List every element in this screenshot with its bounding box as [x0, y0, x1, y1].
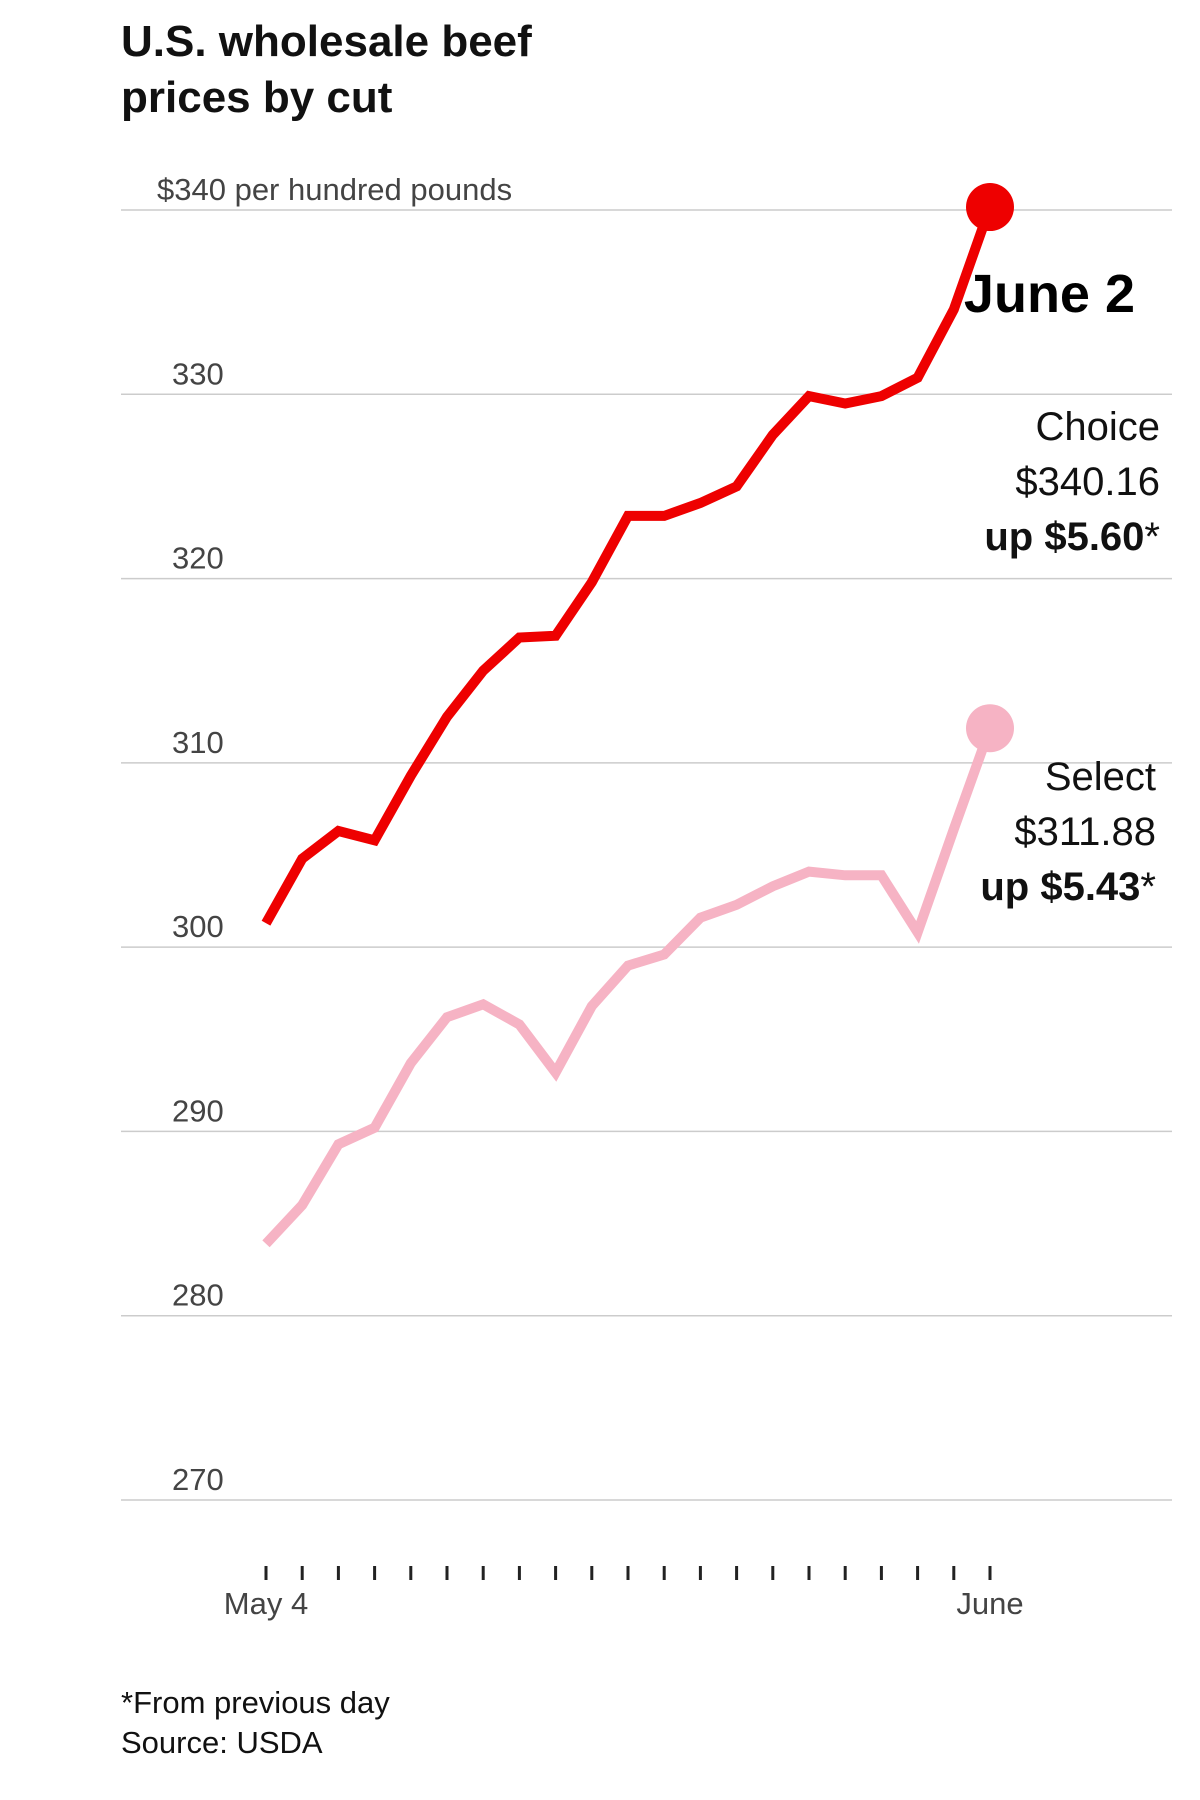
y-tick-label: 280 [172, 1278, 224, 1313]
x-axis: May 4 June [224, 1566, 1024, 1621]
y-tick-label: 270 [172, 1462, 224, 1497]
y-axis-unit-label: $340 per hundred pounds [157, 172, 512, 207]
footnote: *From previous day [121, 1685, 390, 1720]
y-tick-label: 290 [172, 1093, 224, 1128]
x-tick-label: May 4 [224, 1586, 308, 1621]
chart-footer: *From previous day Source: USDA [121, 1683, 390, 1763]
gridlines [121, 209, 1172, 1501]
series-label-price: $340.16 [1015, 460, 1160, 504]
series-label-change: up $5.43* [980, 865, 1156, 909]
series-label-change: up $5.60* [984, 515, 1160, 559]
chart-title-line-1: U.S. wholesale beef [121, 17, 532, 66]
series-line-select [262, 726, 995, 1248]
y-tick-label: 310 [172, 725, 224, 760]
change-value: up $5.43 [980, 865, 1140, 909]
y-tick-label: 330 [172, 356, 224, 391]
series-label-price: $311.88 [1014, 810, 1156, 854]
y-tick-label: 300 [172, 909, 224, 944]
change-value: up $5.60 [984, 515, 1144, 559]
y-tick-label: 320 [172, 541, 224, 576]
chart-title: U.S. wholesale beef prices by cut [121, 14, 721, 126]
series-lines [261, 183, 1014, 1248]
change-asterisk: * [1144, 515, 1160, 559]
series-label-name: Choice [1035, 405, 1160, 449]
source-note: Source: USDA [121, 1725, 323, 1760]
end-point-select [966, 704, 1014, 753]
x-tick-label: June [956, 1586, 1023, 1621]
date-annotation: June 2 [964, 264, 1135, 324]
end-point-choice [966, 183, 1014, 232]
series-label-name: Select [1045, 755, 1156, 799]
change-asterisk: * [1140, 865, 1156, 909]
y-axis-labels: $340 per hundred pounds 330 320 310 300 290 28… [157, 172, 512, 1497]
chart-title-line-2: prices by cut [121, 73, 393, 122]
series-line-choice [261, 205, 995, 926]
